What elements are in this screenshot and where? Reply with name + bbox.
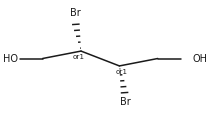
- Text: Br: Br: [120, 97, 131, 108]
- Text: OH: OH: [192, 53, 207, 64]
- Text: or1: or1: [115, 69, 127, 75]
- Text: Br: Br: [70, 8, 81, 18]
- Text: or1: or1: [73, 54, 85, 60]
- Text: HO: HO: [3, 53, 18, 64]
